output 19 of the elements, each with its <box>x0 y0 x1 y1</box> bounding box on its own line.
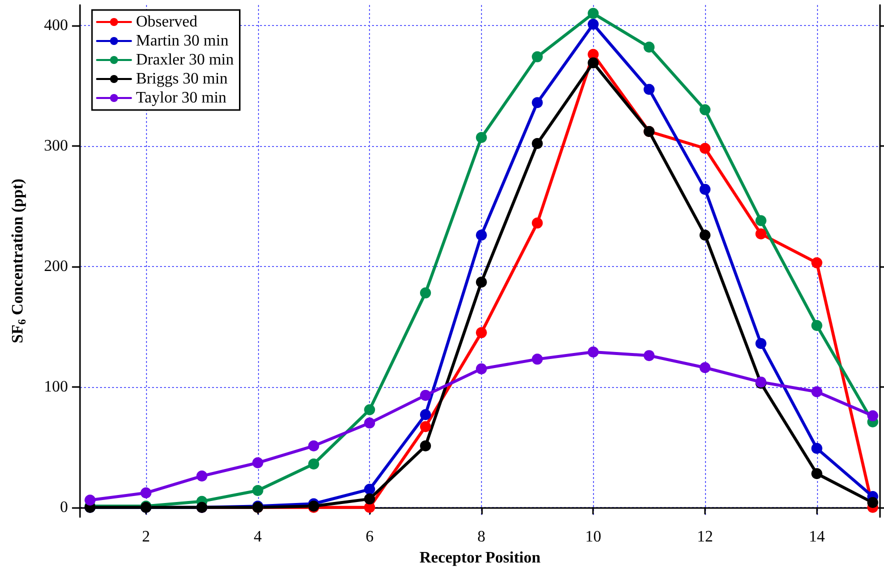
legend-label: Draxler 30 min <box>136 52 234 68</box>
x-tick-label: 2 <box>142 528 150 546</box>
y-tick-label: 100 <box>44 378 68 396</box>
x-tick-label: 10 <box>585 528 602 546</box>
x-tick-label: 14 <box>808 528 825 546</box>
x-tick-label: 8 <box>477 528 486 546</box>
x-axis-title: Receptor Position <box>419 550 541 566</box>
y-axis-title: SF6 Concentration (ppt) <box>10 178 28 344</box>
legend-label: Observed <box>136 14 198 30</box>
legend-label: Briggs 30 min <box>136 70 228 88</box>
y-tick-label: 300 <box>44 137 68 154</box>
x-tick-label: 12 <box>697 528 714 546</box>
x-tick-label: 6 <box>366 528 374 546</box>
y-tick-label: 0 <box>60 498 68 516</box>
legend-label: Martin 30 min <box>136 32 228 50</box>
x-tick-label: 4 <box>254 528 262 546</box>
y-tick-label: 200 <box>44 258 68 275</box>
legend-label: Taylor 30 min <box>136 90 226 106</box>
y-tick-label: 400 <box>44 16 68 34</box>
